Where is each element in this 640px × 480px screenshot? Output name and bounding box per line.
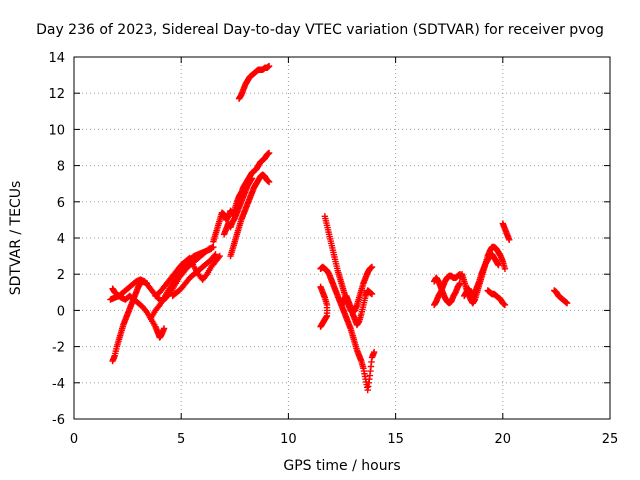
chart-title: Day 236 of 2023, Sidereal Day-to-day VTE… bbox=[36, 22, 604, 38]
data-point bbox=[495, 261, 502, 269]
data-point bbox=[265, 149, 273, 157]
data-point bbox=[506, 236, 513, 244]
series-track-l bbox=[317, 283, 331, 330]
x-tick-label: 10 bbox=[280, 432, 297, 447]
data-series bbox=[107, 62, 571, 394]
data-point bbox=[208, 245, 215, 253]
y-tick-label: -6 bbox=[52, 413, 65, 428]
data-point bbox=[215, 254, 222, 261]
data-point bbox=[265, 62, 273, 70]
data-point bbox=[501, 265, 509, 272]
data-point bbox=[368, 290, 376, 298]
x-tick-label: 0 bbox=[70, 432, 78, 447]
x-tick-label: 15 bbox=[387, 432, 404, 447]
data-point bbox=[501, 301, 509, 309]
series-track-o bbox=[430, 271, 464, 309]
x-axis-title: GPS time / hours bbox=[283, 458, 400, 474]
data-point bbox=[317, 283, 324, 291]
y-tick-label: 14 bbox=[48, 51, 65, 66]
series-track-h bbox=[227, 171, 273, 260]
series-track-r bbox=[461, 251, 502, 300]
data-point bbox=[265, 178, 273, 186]
y-tick-label: 10 bbox=[48, 123, 65, 138]
data-point bbox=[160, 325, 168, 332]
y-tick-label: -4 bbox=[52, 377, 65, 392]
series-track-e bbox=[152, 252, 223, 300]
y-tick-label: 2 bbox=[57, 268, 65, 283]
data-point bbox=[370, 348, 378, 356]
y-tick-label: 12 bbox=[48, 87, 65, 102]
x-tick-label: 25 bbox=[602, 432, 619, 447]
series-track-p bbox=[430, 274, 464, 307]
data-point bbox=[212, 251, 219, 258]
series-track-i bbox=[220, 175, 256, 238]
x-tick-label: 20 bbox=[495, 432, 512, 447]
y-axis-title: SDTVAR / TECUs bbox=[8, 181, 24, 296]
series-track-f bbox=[169, 251, 219, 300]
series-track-n bbox=[338, 287, 376, 329]
data-point bbox=[216, 252, 223, 260]
y-tick-label: 6 bbox=[57, 196, 65, 211]
data-point bbox=[211, 252, 218, 259]
y-tick-label: 0 bbox=[57, 304, 65, 319]
y-tick-label: 8 bbox=[57, 160, 65, 175]
y-tick-label: -2 bbox=[52, 341, 65, 356]
series-track-q bbox=[456, 243, 509, 307]
series-track-u bbox=[551, 287, 571, 307]
y-tick-label: 4 bbox=[57, 232, 65, 247]
data-point bbox=[563, 299, 571, 307]
series-track-g bbox=[210, 149, 273, 245]
series-track-j bbox=[235, 62, 273, 102]
series-track-s bbox=[484, 287, 509, 309]
data-point bbox=[368, 263, 376, 271]
x-tick-label: 5 bbox=[177, 432, 185, 447]
data-point bbox=[248, 175, 256, 182]
axis-ticks: 0 5 10 15 20 25 -6 -4 -2 0 2 4 6 8 10 12 14 bbox=[48, 51, 618, 447]
series-track-m bbox=[321, 213, 376, 316]
series-track-t bbox=[499, 220, 513, 244]
